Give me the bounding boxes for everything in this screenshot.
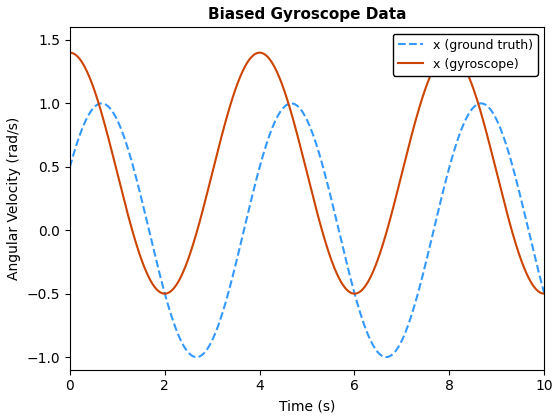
- x (gyroscope): [297, 146, 304, 151]
- x (ground truth): [528, 237, 534, 242]
- Legend: x (ground truth), x (gyroscope): x (ground truth), x (gyroscope): [393, 34, 538, 76]
- x (ground truth): [528, 238, 534, 243]
- x (gyroscope): [67, 50, 73, 55]
- X-axis label: Time (s): Time (s): [279, 399, 335, 413]
- x (ground truth): [383, 354, 390, 360]
- x (ground truth): [440, 186, 447, 192]
- Line: x (ground truth): x (ground truth): [70, 103, 544, 357]
- x (gyroscope): [528, 279, 534, 284]
- x (gyroscope): [285, 100, 292, 105]
- x (ground truth): [91, 105, 97, 110]
- x (ground truth): [67, 165, 73, 170]
- x (ground truth): [541, 291, 548, 296]
- x (ground truth): [297, 107, 304, 112]
- x (gyroscope): [91, 87, 97, 92]
- Line: x (gyroscope): x (gyroscope): [70, 52, 544, 294]
- Y-axis label: Angular Velocity (rad/s): Angular Velocity (rad/s): [7, 117, 21, 280]
- x (gyroscope): [440, 52, 447, 58]
- x (ground truth): [284, 102, 291, 107]
- x (ground truth): [478, 101, 484, 106]
- x (gyroscope): [161, 291, 168, 296]
- x (gyroscope): [541, 291, 548, 296]
- x (gyroscope): [527, 279, 534, 284]
- Title: Biased Gyroscope Data: Biased Gyroscope Data: [208, 7, 407, 22]
